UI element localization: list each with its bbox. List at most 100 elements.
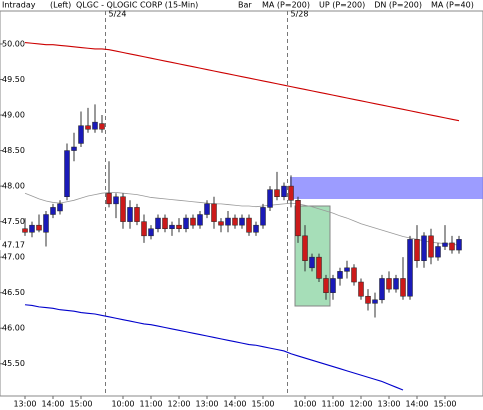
candle-body: [414, 239, 420, 261]
candle-body: [71, 146, 77, 151]
candle-body: [36, 224, 42, 231]
y-tick-label: 49.50: [2, 75, 25, 84]
candle-body: [141, 221, 147, 237]
date-label: 5/24: [109, 10, 127, 19]
y-tick-label: 47.50: [2, 217, 25, 226]
candle-body: [78, 125, 84, 144]
candle-body: [379, 278, 385, 301]
y-tick-label: 46.50: [2, 288, 25, 297]
candle-body: [344, 267, 350, 272]
y-tick-label: 48.50: [2, 146, 25, 155]
candle-body: [435, 246, 441, 258]
candle-body: [106, 192, 112, 205]
candle-body: [428, 235, 434, 258]
candle-body: [127, 207, 133, 222]
candle-body: [246, 217, 252, 233]
candle-body: [400, 278, 406, 297]
candle-body: [267, 189, 273, 208]
candle-body: [134, 207, 140, 222]
candle-body: [204, 203, 210, 215]
indicator-line: [24, 192, 460, 246]
candle-body: [253, 224, 259, 233]
candle-body: [50, 207, 56, 215]
candle-body: [274, 189, 280, 197]
x-tick-label: 13:00: [195, 400, 218, 409]
x-tick-label: 13:00: [13, 400, 36, 409]
legend-entry: MA (P=200): [262, 1, 310, 10]
candle-body: [442, 242, 448, 247]
candle-body: [372, 299, 378, 304]
last-price: 47.17: [2, 241, 25, 250]
legend-entry: MA (P=40): [431, 1, 474, 10]
x-tick-label: 14:00: [223, 400, 246, 409]
last-price-box: [0, 240, 24, 251]
y-tick-label: 46.00: [2, 324, 25, 333]
candle-body: [351, 267, 357, 283]
candle-body: [22, 228, 28, 233]
candle-body: [190, 217, 196, 226]
x-tick-label: 12:00: [167, 400, 190, 409]
candle-body: [197, 214, 203, 226]
x-tick-label: 10:00: [293, 400, 316, 409]
candle-body: [295, 200, 301, 237]
candle-body: [148, 228, 154, 237]
candle-body: [218, 221, 224, 226]
x-tick-label: 15:00: [433, 400, 456, 409]
y-tick-label: 49.00: [2, 111, 25, 120]
header-title: QLGC - QLOGIC CORP (15-Min): [76, 1, 198, 10]
candle-body: [393, 278, 399, 290]
indicator-line: [24, 304, 404, 391]
candle-body: [99, 123, 105, 130]
candle-body: [323, 278, 329, 293]
x-tick-label: 12:00: [349, 400, 372, 409]
header-mode: Intraday: [2, 1, 36, 10]
x-tick-label: 15:00: [69, 400, 92, 409]
candle-body: [407, 239, 413, 297]
candle-body: [302, 235, 308, 261]
candle-body: [57, 203, 63, 212]
candle-body: [183, 217, 189, 229]
candle-body: [421, 235, 427, 261]
candle-body: [288, 185, 294, 201]
candle-body: [260, 207, 266, 226]
candle-body: [211, 203, 217, 222]
candle-body: [162, 217, 168, 229]
legend-entry: DN (P=200): [374, 1, 422, 10]
candle-body: [113, 196, 119, 205]
x-tick-label: 14:00: [41, 400, 64, 409]
date-label: 5/28: [291, 10, 309, 19]
candle-body: [176, 224, 182, 229]
candle-body: [386, 278, 392, 290]
candle-body: [43, 214, 49, 233]
candle-body: [456, 239, 462, 251]
candle-body: [92, 121, 98, 130]
candle-body: [239, 217, 245, 226]
resistance-zone: [290, 177, 483, 199]
x-tick-label: 14:00: [405, 400, 428, 409]
y-tick-label: 47.00: [2, 253, 25, 262]
plot-frame: [0, 10, 483, 397]
indicator-line: [24, 42, 460, 122]
candle-body: [358, 281, 364, 297]
candle-body: [309, 256, 315, 269]
header-axis-side: (Left): [50, 1, 71, 10]
y-tick-label: 45.50: [2, 359, 25, 368]
candle-body: [337, 271, 343, 279]
candle-body: [449, 242, 455, 251]
candle-body: [232, 217, 238, 226]
y-tick-label: 48.00: [2, 182, 25, 191]
candle-body: [225, 217, 231, 226]
candle-body: [169, 224, 175, 229]
candle-body: [281, 185, 287, 197]
x-tick-label: 13:00: [377, 400, 400, 409]
y-tick-label: 50.00: [2, 39, 25, 48]
header-style: Bar: [238, 1, 252, 10]
x-tick-label: 15:00: [251, 400, 274, 409]
x-tick-label: 11:00: [139, 400, 162, 409]
candle-body: [365, 295, 371, 304]
legend-entry: UP (P=200): [319, 1, 365, 10]
x-tick-label: 10:00: [111, 400, 134, 409]
